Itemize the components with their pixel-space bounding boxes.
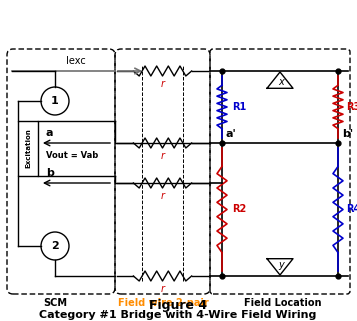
Text: a': a' xyxy=(226,129,237,139)
Text: b: b xyxy=(46,168,54,178)
Text: r: r xyxy=(161,151,165,161)
Text: Vout = Vab: Vout = Vab xyxy=(46,151,98,160)
Text: r: r xyxy=(161,284,165,294)
Text: b': b' xyxy=(342,129,353,139)
Text: Field wire 2-pair: Field wire 2-pair xyxy=(117,298,208,308)
Text: 1: 1 xyxy=(51,96,59,106)
Text: R1: R1 xyxy=(232,102,246,112)
Text: x: x xyxy=(278,77,284,87)
Text: a: a xyxy=(46,128,54,138)
Text: 2: 2 xyxy=(51,241,59,251)
Text: Figure 4: Figure 4 xyxy=(149,299,207,311)
Text: Excitation: Excitation xyxy=(25,129,31,169)
Text: SCM: SCM xyxy=(43,298,67,308)
Text: Category #1 Bridge with 4-Wire Field Wiring: Category #1 Bridge with 4-Wire Field Wir… xyxy=(39,310,317,320)
Text: y: y xyxy=(278,260,284,270)
Text: Field Location: Field Location xyxy=(244,298,322,308)
Text: R4: R4 xyxy=(346,204,357,214)
Text: r: r xyxy=(161,191,165,201)
Text: R3: R3 xyxy=(346,102,357,112)
Text: r: r xyxy=(161,79,165,89)
Text: R2: R2 xyxy=(232,204,246,214)
Bar xyxy=(18,121,38,176)
Text: Iexc: Iexc xyxy=(66,56,86,66)
